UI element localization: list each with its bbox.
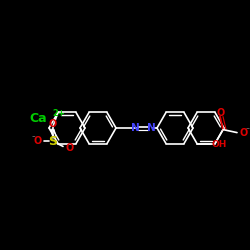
Text: Ca: Ca bbox=[29, 112, 47, 124]
Text: O: O bbox=[217, 108, 225, 118]
Text: O: O bbox=[49, 120, 57, 130]
Text: O: O bbox=[34, 136, 42, 146]
Text: S: S bbox=[48, 135, 58, 148]
Text: OH: OH bbox=[212, 140, 228, 149]
Text: 2+: 2+ bbox=[52, 108, 65, 118]
Text: ⁻: ⁻ bbox=[31, 136, 35, 141]
Text: ⁻: ⁻ bbox=[245, 125, 249, 134]
Text: N: N bbox=[146, 123, 156, 133]
Text: O: O bbox=[239, 128, 247, 138]
Text: N: N bbox=[130, 123, 140, 133]
Text: O: O bbox=[65, 144, 73, 154]
